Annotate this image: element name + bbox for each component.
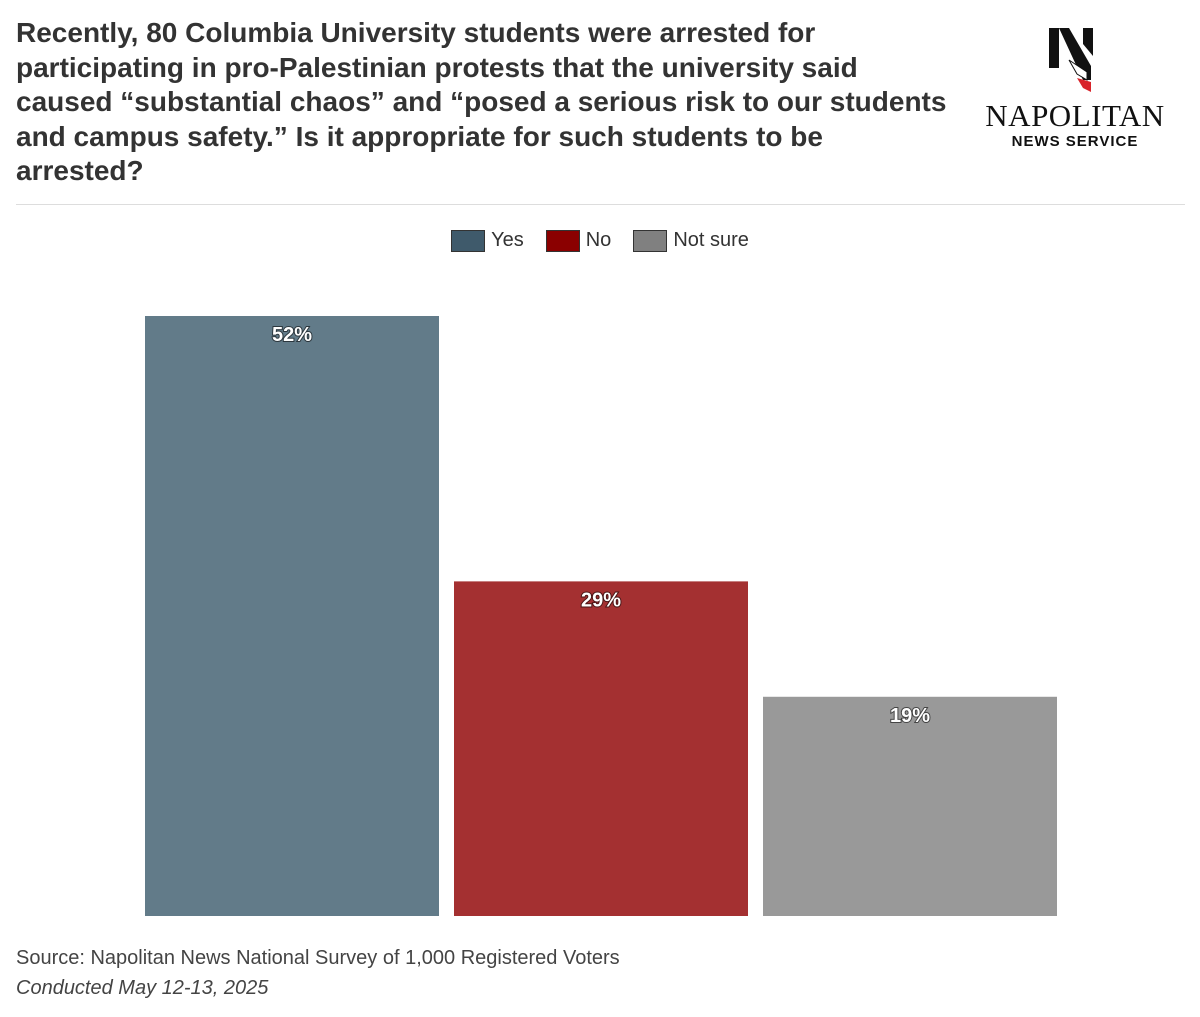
bar-label-not-sure: 19% <box>890 705 930 727</box>
source-note: Source: Napolitan News National Survey o… <box>16 947 620 969</box>
legend-item-not-sure: Not sure <box>633 229 749 252</box>
napolitan-logo: NAPOLITAN NEWS SERVICE <box>975 26 1175 156</box>
logo-name: NAPOLITAN <box>985 98 1165 133</box>
chart-legend: Yes No Not sure <box>0 229 1200 252</box>
legend-swatch-no <box>545 229 580 252</box>
bar-no <box>454 581 748 916</box>
logo-subtitle: NEWS SERVICE <box>1011 133 1139 150</box>
title-divider <box>16 204 1185 205</box>
legend-label-no: No <box>585 229 612 251</box>
legend-label-yes: Yes <box>491 229 524 251</box>
legend-item-no: No <box>545 229 612 252</box>
napolitan-n-logo-icon <box>1049 28 1093 92</box>
bar-label-no: 29% <box>581 589 621 611</box>
legend-swatch-not-sure <box>633 229 668 252</box>
bar-label-yes: 52% <box>272 324 312 346</box>
legend-swatch-yes <box>451 229 486 252</box>
bar-not-sure <box>763 696 1057 916</box>
bar-yes <box>145 316 439 916</box>
legend-label-not-sure: Not sure <box>673 229 749 251</box>
conducted-note: Conducted May 12-13, 2025 <box>16 977 269 999</box>
legend-item-yes: Yes <box>451 229 524 252</box>
chart-title: Recently, 80 Columbia University student… <box>16 17 947 186</box>
